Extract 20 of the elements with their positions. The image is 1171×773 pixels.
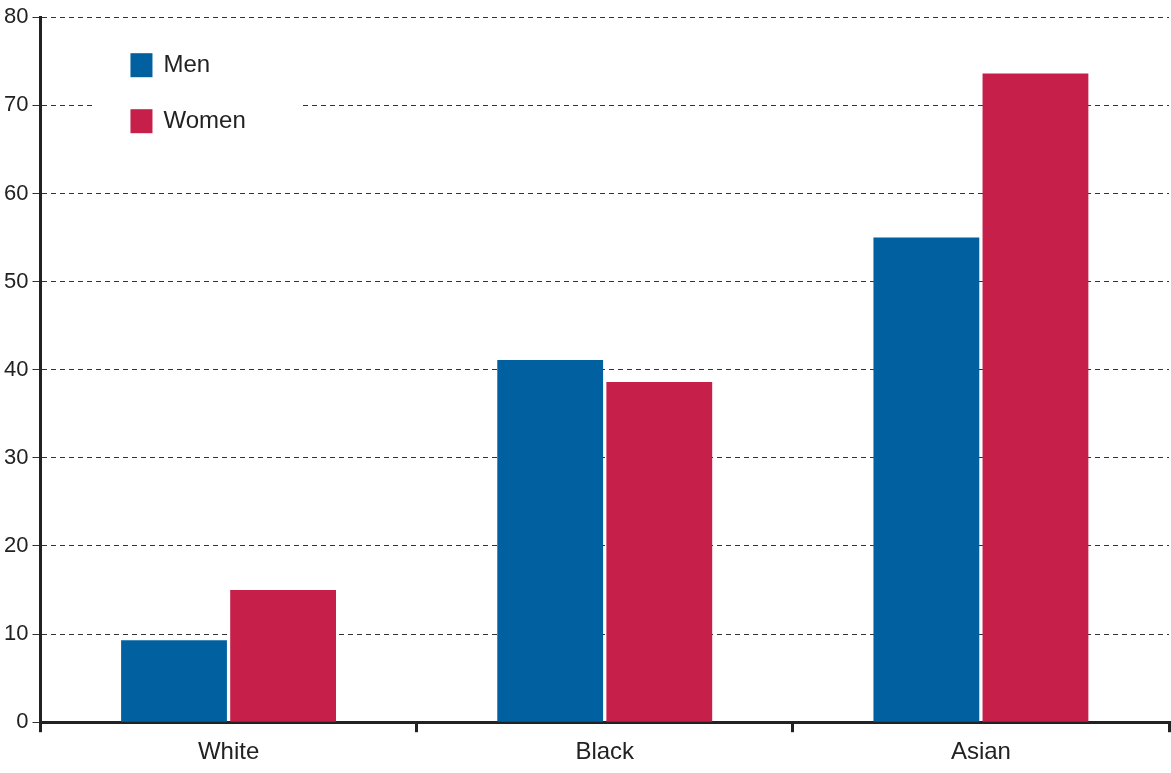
bar [230, 590, 337, 722]
bar [121, 640, 227, 722]
x-tick-label: Asian [950, 737, 1011, 765]
bar [873, 237, 980, 722]
y-tick-label: 50 [3, 267, 29, 293]
legend-label: Women [163, 105, 246, 133]
y-tick-label: 80 [3, 3, 29, 29]
y-tick-label: 40 [3, 355, 29, 381]
bar [982, 73, 1089, 722]
bar [606, 382, 713, 722]
x-tick-label: White [197, 737, 260, 765]
y-tick-label: 10 [3, 620, 29, 646]
y-tick-label: 20 [3, 532, 29, 558]
y-tick-label: 60 [3, 179, 29, 205]
x-tick-label: Black [575, 737, 636, 765]
y-tick-label: 70 [3, 91, 29, 117]
bar [497, 360, 604, 722]
y-tick-label: 0 [16, 708, 29, 734]
legend-label: Men [163, 49, 211, 77]
y-tick-label: 30 [3, 443, 29, 469]
